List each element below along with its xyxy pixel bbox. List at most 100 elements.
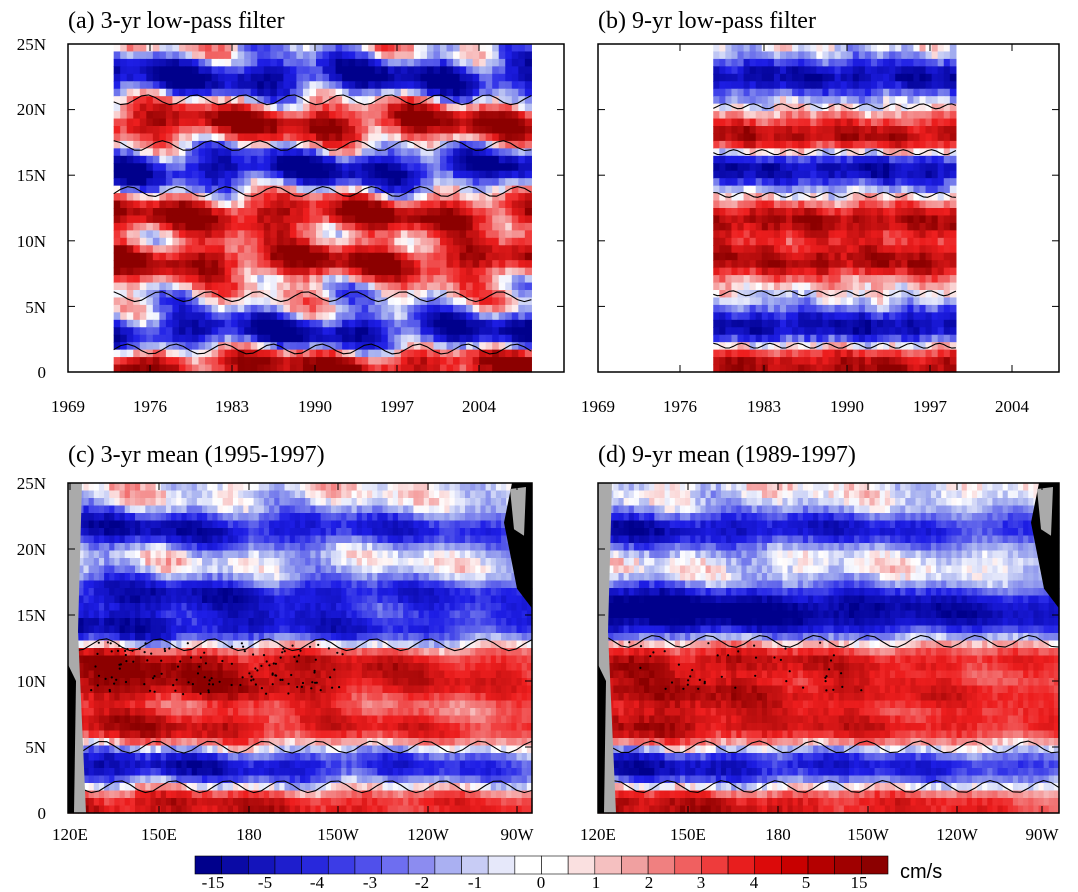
heatmap-cell	[289, 193, 298, 202]
heatmap-cell	[524, 185, 532, 194]
heatmap-cell	[263, 267, 271, 276]
heatmap-cell	[218, 96, 226, 105]
heatmap-cell	[348, 252, 356, 261]
heatmap-cell	[816, 81, 824, 90]
heatmap-cell	[828, 208, 836, 217]
heatmap-cell	[492, 88, 500, 97]
heatmap-cell	[205, 111, 213, 120]
heatmap-cell	[316, 88, 324, 97]
heatmap-cell	[270, 96, 278, 105]
heatmap-cell	[433, 148, 441, 157]
heatmap-cell	[864, 208, 872, 217]
heatmap-cell	[858, 304, 866, 313]
heatmap-cell	[852, 111, 860, 120]
heatmap-cell	[834, 297, 842, 306]
heatmap-cell	[925, 163, 933, 172]
heatmap-cell	[472, 96, 480, 105]
heatmap-cell	[731, 163, 739, 172]
heatmap-cell	[816, 230, 824, 239]
heatmap-cell	[237, 81, 245, 90]
heatmap-cell	[485, 275, 493, 284]
heatmap-cell	[335, 267, 343, 276]
heatmap-cell	[925, 267, 933, 276]
heatmap-cell	[773, 81, 781, 90]
heatmap-cell	[719, 193, 726, 202]
heatmap-cell	[798, 237, 805, 246]
heatmap-cell	[822, 193, 830, 202]
heatmap-cell	[263, 282, 271, 291]
heatmap-cell	[834, 96, 842, 105]
heatmap-cell	[263, 163, 271, 172]
heatmap-cell	[257, 193, 265, 202]
heatmap-cell	[283, 297, 291, 306]
heatmap-cell	[459, 81, 467, 90]
heatmap-cell	[205, 260, 213, 269]
heatmap-cell	[407, 208, 415, 217]
heatmap-cell	[725, 230, 733, 239]
heatmap-cell	[864, 334, 872, 343]
heatmap-cell	[237, 267, 245, 276]
heatmap-cell	[211, 111, 219, 120]
heatmap-cell	[433, 349, 441, 358]
heatmap-cell	[913, 222, 921, 231]
heatmap-cell	[453, 334, 461, 343]
heatmap-cell	[348, 81, 356, 90]
heatmap-cell	[743, 275, 751, 284]
heatmap-cell	[864, 44, 872, 53]
heatmap-cell	[864, 312, 872, 321]
heatmap-cell	[919, 208, 927, 217]
heatmap-cell	[315, 490, 322, 499]
heatmap-cell	[342, 245, 350, 254]
heatmap-cell	[302, 260, 311, 269]
heatmap-cell	[335, 148, 343, 157]
heatmap-cell	[943, 140, 951, 149]
heatmap-cell	[846, 208, 854, 217]
heatmap-cell	[949, 252, 957, 261]
heatmap-cell	[453, 282, 461, 291]
heatmap-cell	[355, 260, 363, 269]
heatmap-cell	[901, 81, 908, 90]
heatmap-cell	[446, 111, 454, 120]
heatmap-cell	[511, 178, 519, 187]
heatmap-cell	[786, 230, 793, 239]
heatmap-cell	[870, 349, 878, 358]
heatmap-cell	[165, 133, 174, 142]
heatmap-cell	[192, 163, 200, 172]
heatmap-cell	[329, 364, 337, 373]
heatmap-cell	[218, 103, 226, 112]
heatmap-cell	[400, 349, 408, 358]
heatmap-cell	[440, 148, 448, 157]
heatmap-cell	[511, 312, 519, 321]
heatmap-cell	[329, 103, 337, 112]
heatmap-cell	[479, 327, 487, 336]
heatmap-cell	[804, 312, 811, 321]
heatmap-cell	[943, 349, 951, 358]
heatmap-cell	[355, 73, 363, 82]
heatmap-cell	[804, 81, 811, 90]
heatmap-cell	[198, 252, 206, 261]
heatmap-cell	[244, 118, 252, 127]
heatmap-cell	[381, 66, 389, 75]
heatmap-cell	[374, 282, 382, 291]
heatmap-cell	[342, 319, 350, 328]
heatmap-cell	[931, 126, 939, 135]
heatmap-cell	[224, 334, 232, 343]
heatmap-cell	[943, 103, 951, 112]
heatmap-cell	[257, 44, 265, 53]
heatmap-cell	[822, 66, 830, 75]
heatmap-cell	[505, 312, 513, 321]
heatmap-cell	[224, 96, 232, 105]
heatmap-cell	[374, 304, 382, 313]
heatmap-cell	[518, 267, 526, 276]
heatmap-cell	[276, 155, 284, 164]
heatmap-cell	[237, 304, 245, 313]
heatmap-cell	[178, 66, 187, 75]
heatmap-cell	[877, 349, 884, 358]
heatmap-cell	[237, 297, 245, 306]
heatmap-cell	[198, 260, 206, 269]
heatmap-cell	[731, 73, 739, 82]
heatmap-cell	[381, 267, 389, 276]
heatmap-cell	[263, 230, 271, 239]
heatmap-cell	[779, 155, 787, 164]
heatmap-cell	[400, 200, 408, 209]
